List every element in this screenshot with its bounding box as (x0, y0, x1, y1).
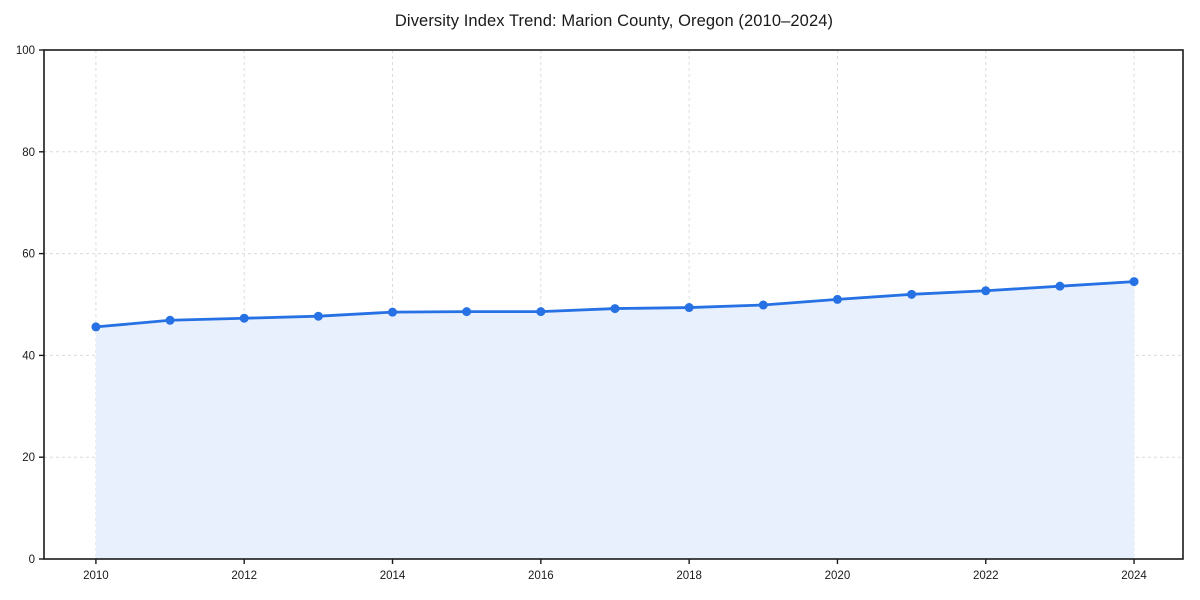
data-point-marker (91, 322, 101, 332)
x-axis-tick-label: 2016 (528, 570, 554, 582)
data-point-marker (1055, 281, 1065, 291)
data-point-marker (536, 307, 546, 317)
plot-border (43, 49, 1184, 560)
y-axis-tick-label: 100 (16, 45, 35, 57)
x-axis-tick-label: 2010 (83, 570, 109, 582)
x-axis-tick-label: 2018 (676, 570, 702, 582)
data-point-marker (981, 286, 991, 296)
x-axis-tick-label: 2024 (1121, 570, 1147, 582)
data-point-marker (462, 307, 472, 317)
y-axis-tick-label: 80 (22, 147, 35, 159)
data-point-marker (610, 304, 620, 314)
y-axis-tick-label: 60 (22, 249, 35, 261)
data-point-marker (832, 294, 842, 304)
data-point-marker (758, 300, 768, 310)
x-axis-tick-label: 2014 (380, 570, 406, 582)
x-axis-tick-label: 2012 (231, 570, 257, 582)
y-axis-tick-label: 0 (29, 554, 35, 566)
data-point-marker (165, 315, 175, 325)
x-axis-tick-label: 2020 (825, 570, 851, 582)
data-point-marker (239, 313, 249, 323)
series-area-fill (95, 281, 1135, 559)
y-axis-tick-label: 40 (22, 350, 35, 362)
y-axis-tick-label: 20 (22, 452, 35, 464)
chart-title: Diversity Index Trend: Marion County, Or… (394, 12, 834, 30)
data-point-marker (907, 289, 917, 299)
data-point-marker (388, 307, 398, 317)
data-point-marker (1129, 277, 1139, 287)
data-point-marker (313, 311, 323, 321)
x-axis-tick-label: 2022 (973, 570, 999, 582)
data-point-marker (684, 303, 694, 313)
